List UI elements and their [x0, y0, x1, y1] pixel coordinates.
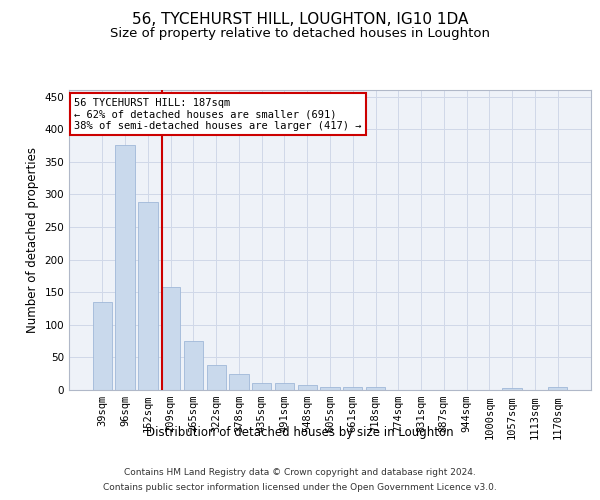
Bar: [184, 341, 203, 390]
Text: Distribution of detached houses by size in Loughton: Distribution of detached houses by size …: [146, 426, 454, 439]
Text: Contains HM Land Registry data © Crown copyright and database right 2024.: Contains HM Land Registry data © Crown c…: [124, 468, 476, 477]
Text: Size of property relative to detached houses in Loughton: Size of property relative to detached ho…: [110, 28, 490, 40]
Bar: [548, 388, 567, 390]
Bar: [366, 388, 385, 390]
Bar: [229, 374, 248, 390]
Bar: [115, 146, 135, 390]
Y-axis label: Number of detached properties: Number of detached properties: [26, 147, 39, 333]
Bar: [275, 384, 294, 390]
Bar: [343, 388, 362, 390]
Text: Contains public sector information licensed under the Open Government Licence v3: Contains public sector information licen…: [103, 483, 497, 492]
Bar: [93, 302, 112, 390]
Bar: [206, 365, 226, 390]
Bar: [161, 287, 181, 390]
Bar: [252, 384, 271, 390]
Bar: [298, 385, 317, 390]
Text: 56 TYCEHURST HILL: 187sqm
← 62% of detached houses are smaller (691)
38% of semi: 56 TYCEHURST HILL: 187sqm ← 62% of detac…: [74, 98, 362, 130]
Bar: [138, 202, 158, 390]
Text: 56, TYCEHURST HILL, LOUGHTON, IG10 1DA: 56, TYCEHURST HILL, LOUGHTON, IG10 1DA: [132, 12, 468, 28]
Bar: [502, 388, 522, 390]
Bar: [320, 386, 340, 390]
